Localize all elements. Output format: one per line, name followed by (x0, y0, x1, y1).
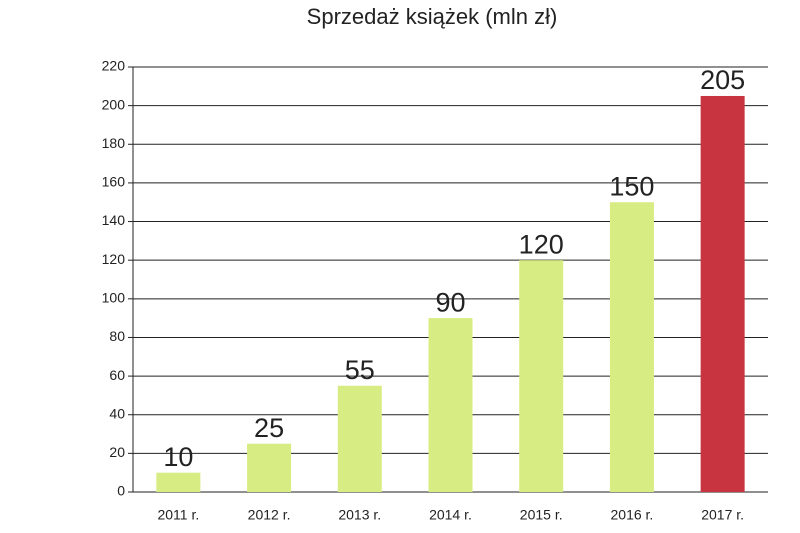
value-label: 120 (519, 229, 564, 259)
x-tick-label: 2014 r. (429, 507, 472, 523)
bar (428, 318, 473, 492)
x-tick-label: 2017 r. (701, 507, 744, 523)
y-tick-label: 100 (102, 290, 126, 306)
y-tick-label: 200 (102, 96, 126, 112)
y-tick-label: 60 (109, 367, 125, 383)
bar (700, 95, 745, 493)
y-tick-label: 180 (102, 135, 126, 151)
bar (519, 260, 564, 492)
value-label: 150 (609, 171, 654, 201)
bar (247, 443, 292, 492)
value-label: 10 (163, 442, 193, 472)
value-label: 90 (435, 287, 465, 317)
value-label: 25 (254, 413, 284, 443)
y-tick-label: 0 (117, 483, 125, 499)
x-tick-label: 2012 r. (248, 507, 291, 523)
y-tick-label: 80 (109, 328, 125, 344)
y-tick-label: 20 (109, 444, 125, 460)
y-tick-label: 160 (102, 174, 126, 190)
value-label: 205 (700, 65, 745, 95)
x-tick-label: 2015 r. (520, 507, 563, 523)
bar (156, 472, 201, 492)
x-tick-label: 2011 r. (157, 507, 199, 523)
chart-title: Sprzedaż książek (mln zł) (307, 4, 558, 29)
bar (609, 202, 654, 492)
bar (337, 385, 382, 492)
value-label: 55 (345, 355, 375, 385)
x-tick-label: 2016 r. (611, 507, 654, 523)
y-tick-label: 120 (102, 251, 126, 267)
y-tick-label: 220 (102, 58, 126, 74)
y-tick-label: 40 (109, 405, 125, 421)
y-tick-label: 140 (102, 212, 126, 228)
x-tick-label: 2013 r. (338, 507, 381, 523)
